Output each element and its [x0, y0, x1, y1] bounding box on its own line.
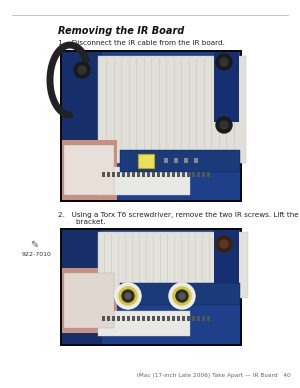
Bar	[152, 316, 155, 321]
Bar	[164, 158, 168, 163]
Bar	[98, 232, 248, 298]
Bar	[174, 158, 178, 163]
Bar	[127, 172, 130, 177]
Text: Removing the IR Board: Removing the IR Board	[58, 26, 185, 36]
Bar	[197, 172, 200, 177]
Bar	[137, 172, 140, 177]
Bar	[187, 316, 190, 321]
Bar	[112, 172, 115, 177]
Bar	[162, 172, 165, 177]
Circle shape	[176, 290, 188, 302]
Bar	[177, 172, 180, 177]
Circle shape	[74, 62, 90, 78]
Bar	[112, 316, 115, 321]
Circle shape	[169, 283, 195, 309]
Bar	[120, 150, 240, 172]
Bar	[192, 316, 195, 321]
Bar	[152, 172, 155, 177]
Bar	[107, 172, 110, 177]
Bar	[102, 316, 105, 321]
Bar	[214, 52, 239, 122]
Bar	[62, 268, 117, 333]
Bar	[127, 316, 130, 321]
Circle shape	[115, 283, 141, 309]
Bar	[132, 172, 135, 177]
Circle shape	[173, 287, 191, 305]
Bar	[64, 273, 114, 328]
Text: 922-7010: 922-7010	[22, 252, 52, 257]
Circle shape	[125, 293, 131, 299]
Text: iMac (17-inch Late 2006) Take Apart — IR Board   40: iMac (17-inch Late 2006) Take Apart — IR…	[137, 373, 291, 378]
Bar	[202, 172, 205, 177]
Bar	[157, 316, 160, 321]
Text: 1.   Disconnect the IR cable from the IR board.: 1. Disconnect the IR cable from the IR b…	[58, 40, 225, 46]
Circle shape	[220, 240, 228, 248]
Bar	[62, 140, 117, 200]
Bar	[157, 172, 160, 177]
Bar	[122, 316, 125, 321]
Bar	[177, 316, 180, 321]
Bar	[98, 56, 246, 163]
Circle shape	[117, 285, 139, 307]
Text: 2.   Using a Torx T6 screwdriver, remove the two IR screws. Lift the IR board fr: 2. Using a Torx T6 screwdriver, remove t…	[58, 212, 300, 225]
Bar	[98, 167, 190, 195]
Circle shape	[216, 54, 232, 70]
Bar	[132, 316, 135, 321]
Bar	[102, 172, 105, 177]
Bar	[214, 230, 239, 300]
Bar	[107, 316, 110, 321]
Bar	[117, 172, 120, 177]
Circle shape	[216, 236, 232, 252]
Bar	[142, 172, 145, 177]
Circle shape	[171, 285, 193, 307]
Bar	[167, 172, 170, 177]
Bar	[194, 158, 198, 163]
Circle shape	[179, 293, 185, 299]
Bar	[197, 316, 200, 321]
Circle shape	[220, 121, 228, 129]
Bar	[182, 316, 185, 321]
Bar	[122, 172, 125, 177]
Circle shape	[220, 58, 228, 66]
Bar	[187, 172, 190, 177]
Circle shape	[122, 290, 134, 302]
Circle shape	[216, 117, 232, 133]
Bar	[147, 316, 150, 321]
Bar	[172, 172, 175, 177]
Bar	[62, 230, 240, 344]
Bar	[167, 316, 170, 321]
Bar	[60, 228, 242, 346]
Bar	[184, 158, 188, 163]
Bar	[98, 311, 190, 336]
Bar	[64, 145, 114, 195]
Bar	[120, 283, 240, 305]
Bar	[60, 50, 242, 202]
Bar	[162, 316, 165, 321]
Bar	[182, 172, 185, 177]
Bar	[62, 230, 102, 344]
Bar	[62, 52, 102, 200]
Circle shape	[78, 66, 86, 74]
Bar	[202, 316, 205, 321]
Text: ✎: ✎	[30, 240, 38, 250]
Bar	[142, 316, 145, 321]
Bar	[137, 316, 140, 321]
Bar	[207, 316, 210, 321]
Bar	[62, 52, 240, 200]
Bar	[147, 172, 150, 177]
Bar	[207, 172, 210, 177]
Bar	[138, 154, 154, 168]
Bar	[172, 316, 175, 321]
Bar	[117, 316, 120, 321]
Bar	[192, 172, 195, 177]
Circle shape	[119, 287, 137, 305]
